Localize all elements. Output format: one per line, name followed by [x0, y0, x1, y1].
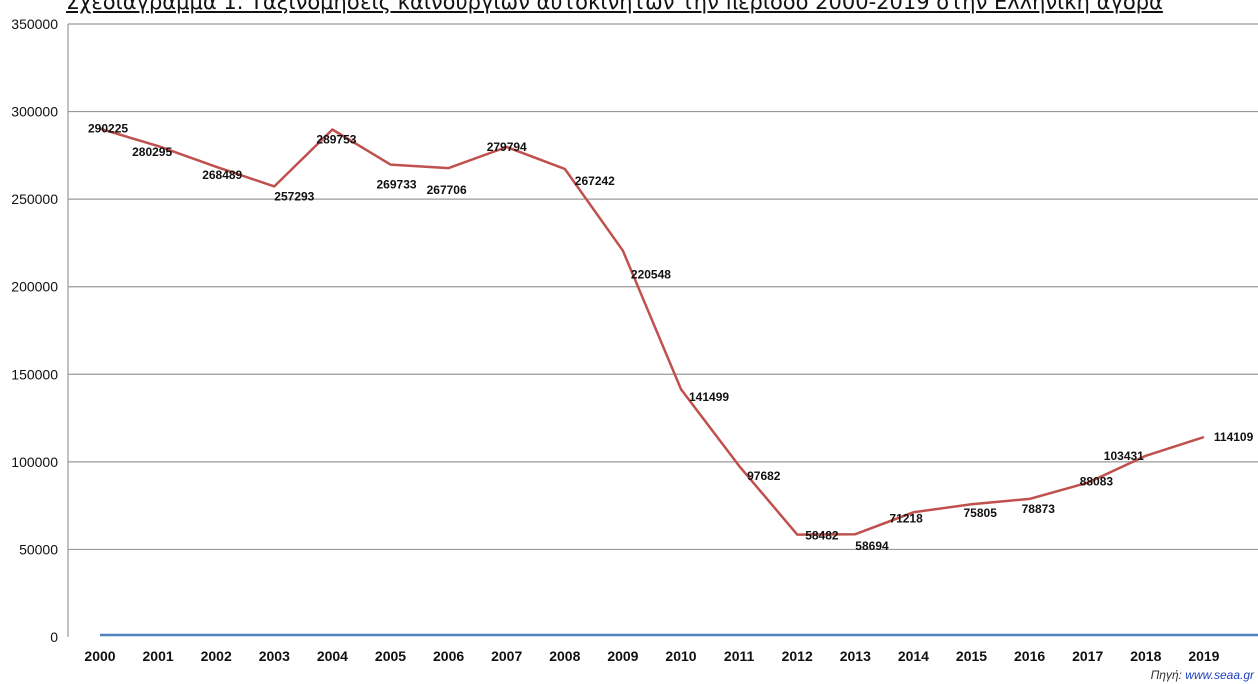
- data-label: 280295: [132, 145, 172, 159]
- data-label: 220548: [631, 268, 671, 282]
- x-tick-label: 2008: [549, 648, 580, 664]
- series-layer: [99, 127, 1205, 536]
- chart-title: Σχεδιάγραμμα 1. Ταξινομήσεις καινούργιων…: [66, 0, 1163, 14]
- data-label: 279794: [487, 140, 527, 154]
- y-tick-label: 0: [50, 629, 58, 645]
- x-tick-label: 2009: [607, 648, 638, 664]
- data-label: 71218: [889, 511, 923, 525]
- x-tick-label: 2017: [1072, 648, 1103, 664]
- x-tick-label: 2002: [201, 648, 232, 664]
- x-tick-label: 2013: [840, 648, 871, 664]
- x-tick-label: 2019: [1188, 648, 1219, 664]
- y-tick-label: 300000: [11, 104, 58, 120]
- data-label: 290225: [88, 122, 128, 136]
- source-note: Πηγή: www.seaa.gr: [1151, 668, 1254, 682]
- data-label: 257293: [274, 189, 314, 203]
- x-tick-label: 2015: [956, 648, 987, 664]
- data-label: 268489: [202, 168, 242, 182]
- data-label: 58482: [805, 529, 839, 543]
- data-label: 103431: [1104, 449, 1144, 463]
- data-label: 97682: [747, 469, 781, 483]
- source-prefix: Πηγή:: [1150, 668, 1182, 682]
- x-tick-label: 2001: [143, 648, 174, 664]
- x-tick-label: 2005: [375, 648, 406, 664]
- x-tick-label: 2007: [491, 648, 522, 664]
- source-link[interactable]: www.seaa.gr: [1185, 668, 1254, 682]
- data-label: 269733: [377, 178, 417, 192]
- y-tick-label: 350000: [11, 16, 58, 32]
- y-tick-label: 200000: [11, 279, 58, 295]
- x-tick-label: 2012: [782, 648, 813, 664]
- y-tick-label: 50000: [19, 541, 58, 557]
- data-label: 289753: [316, 133, 356, 147]
- x-tick-label: 2003: [259, 648, 290, 664]
- x-tick-label: 2016: [1014, 648, 1045, 664]
- x-tick-label: 2000: [84, 648, 115, 664]
- y-axis-ticks: 0 50000 100000 150000 200000 250000 300000 3500…: [11, 16, 58, 645]
- x-tick-label: 2014: [898, 648, 929, 664]
- data-label: 75805: [964, 506, 998, 520]
- data-label: 88083: [1080, 475, 1114, 489]
- gridlines: [67, 23, 1258, 637]
- y-tick-label: 250000: [11, 191, 58, 207]
- data-label: 78873: [1022, 502, 1056, 516]
- x-tick-label: 2004: [317, 648, 348, 664]
- x-axis-ticks: 2000 2001 2002 2003 2004 2005 2006 2007 2008 2009…: [84, 648, 1219, 664]
- data-label: 141499: [689, 390, 729, 404]
- data-label: 267242: [575, 174, 615, 188]
- x-tick-label: 2011: [724, 648, 755, 664]
- x-tick-label: 2006: [433, 648, 464, 664]
- x-tick-label: 2010: [665, 648, 696, 664]
- series-line: [99, 127, 1205, 536]
- data-label: 267706: [427, 183, 467, 197]
- data-label: 58694: [855, 539, 889, 553]
- data-label: 114109: [1214, 430, 1254, 444]
- y-tick-label: 150000: [11, 366, 58, 382]
- data-labels: 290225 280295 268489 257293 289753 269733 2677…: [88, 122, 1254, 554]
- x-tick-label: 2018: [1130, 648, 1161, 664]
- y-tick-label: 100000: [11, 454, 58, 470]
